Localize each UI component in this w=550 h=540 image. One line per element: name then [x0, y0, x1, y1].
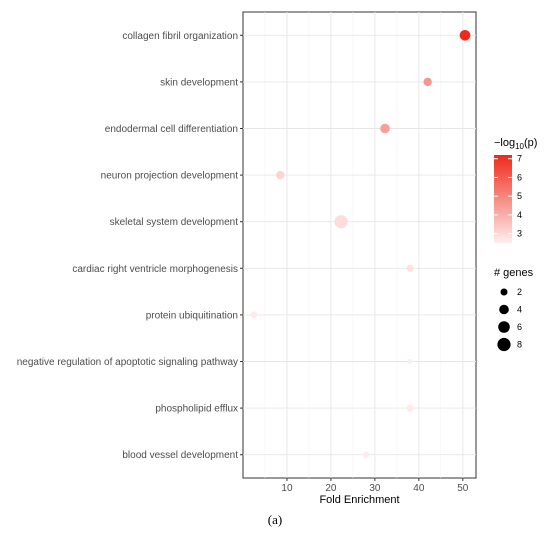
- x-tick-label: 20: [325, 483, 337, 494]
- y-tick-label: blood vessel development: [122, 450, 238, 461]
- color-legend-label: 6: [517, 172, 522, 182]
- y-tick-label: skin development: [160, 77, 238, 88]
- y-tick-label: negative regulation of apoptotic signali…: [17, 357, 238, 368]
- color-legend-label: 3: [517, 229, 522, 239]
- y-tick-label: collagen fibril organization: [122, 31, 238, 42]
- size-legend-dot: [498, 321, 510, 333]
- color-legend-bar: [494, 155, 512, 243]
- x-tick-label: 30: [369, 483, 381, 494]
- data-point: [459, 29, 471, 41]
- data-point: [276, 170, 285, 180]
- data-point: [334, 215, 348, 229]
- size-legend-label: 4: [517, 305, 522, 315]
- x-tick-label: 40: [413, 483, 425, 494]
- color-legend-title: −log10(p): [494, 137, 537, 151]
- size-legend-label: 8: [517, 340, 522, 350]
- y-tick-label: skeletal system development: [110, 217, 239, 228]
- data-point: [362, 451, 370, 459]
- y-tick-label: phospholipid efflux: [155, 404, 238, 415]
- figure-caption: (a): [267, 512, 283, 527]
- color-legend-label: 5: [517, 191, 522, 201]
- x-axis-ticks: 10 20 30 40 50: [281, 478, 469, 494]
- color-legend-label: 4: [517, 210, 522, 220]
- data-point: [407, 358, 413, 365]
- color-legend: −log10(p) 3 4 5 6 7: [494, 137, 537, 243]
- color-legend-label: 7: [517, 154, 522, 164]
- y-tick-label: endodermal cell differentiation: [105, 124, 238, 135]
- x-axis-title: Fold Enrichment: [319, 494, 399, 506]
- size-legend: # genes 2 4 6 8: [494, 267, 534, 352]
- data-point: [380, 123, 390, 134]
- y-tick-label: neuron projection development: [101, 171, 239, 182]
- y-axis-labels: collagen fibril organization skin develop…: [17, 31, 243, 461]
- data-points: [250, 29, 471, 459]
- x-tick-label: 10: [281, 483, 293, 494]
- y-tick-label: protein ubiquitination: [146, 310, 238, 321]
- plot-panel: [242, 11, 477, 479]
- size-legend-title: # genes: [494, 267, 534, 279]
- x-tick-label: 50: [457, 483, 469, 494]
- data-point: [250, 311, 258, 319]
- data-point: [423, 77, 432, 87]
- data-point: [406, 264, 414, 272]
- size-legend-dot: [497, 337, 511, 352]
- size-legend-label: 2: [517, 287, 522, 297]
- size-legend-dot: [499, 304, 509, 315]
- size-legend-label: 6: [517, 322, 522, 332]
- size-legend-dot: [500, 288, 508, 296]
- y-tick-label: cardiac right ventricle morphogenesis: [72, 264, 238, 275]
- data-point: [406, 404, 414, 412]
